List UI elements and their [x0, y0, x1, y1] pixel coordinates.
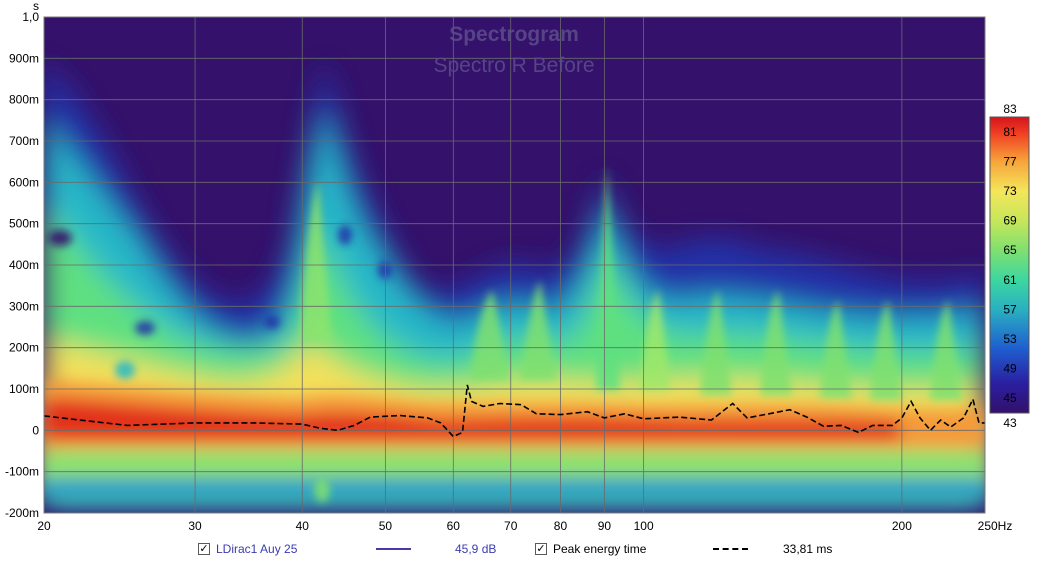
- legend-line-ldirac-icon: [376, 548, 411, 550]
- colorbar-label: 43: [1003, 416, 1017, 430]
- colorbar-label: 49: [1003, 362, 1017, 376]
- legend-value-ldirac: 45,9 dB: [455, 542, 497, 556]
- x-tick-label: 80: [554, 519, 568, 533]
- y-tick-label: 700m: [9, 134, 39, 148]
- checkbox-ldirac[interactable]: ✓: [198, 543, 210, 555]
- y-tick-label: 800m: [9, 93, 39, 107]
- x-tick-label: 40: [296, 519, 310, 533]
- y-tick-label: 100m: [9, 382, 39, 396]
- x-tick-label: 90: [598, 519, 612, 533]
- y-tick-label: -200m: [5, 506, 39, 520]
- x-axis-tick-labels: 20 30 40 50 60 70 80 90 100 200 250Hz: [37, 519, 1012, 533]
- y-tick-label: 400m: [9, 258, 39, 272]
- legend-label-peak: Peak energy time: [553, 542, 647, 556]
- colorbar-label: 81: [1003, 125, 1017, 139]
- x-tick-label: 200: [892, 519, 912, 533]
- x-tick-label: 70: [504, 519, 518, 533]
- colorbar-label: 73: [1003, 184, 1017, 198]
- chart-title: Spectrogram: [449, 23, 579, 46]
- y-tick-label: -100m: [5, 465, 39, 479]
- x-tick-label: 250Hz: [978, 519, 1013, 533]
- legend-item-peak[interactable]: ✓ Peak energy time: [535, 540, 646, 558]
- legend-dashed-line-icon: [713, 548, 748, 550]
- chart-subtitle: Spectro R Before: [433, 54, 594, 77]
- y-tick-label: 200m: [9, 341, 39, 355]
- colorbar-label: 77: [1003, 154, 1017, 168]
- legend-value-peak: 33,81 ms: [783, 542, 833, 556]
- checkbox-peak[interactable]: ✓: [535, 543, 547, 555]
- legend-value-ldirac-wrap: 45,9 dB: [455, 540, 496, 558]
- legend-value-peak-wrap: 33,81 ms: [783, 540, 832, 558]
- x-tick-label: 50: [379, 519, 393, 533]
- legend-label-ldirac: LDirac1 Auy 25: [216, 542, 298, 556]
- colorbar-label: 83: [1003, 102, 1017, 116]
- x-tick-label: 60: [447, 519, 461, 533]
- y-tick-label: 0: [32, 423, 39, 437]
- y-tick-label: 600m: [9, 175, 39, 189]
- y-axis-tick-labels: 1,0 900m 800m 700m 600m 500m 400m 300m 200m 100m 0…: [5, 10, 39, 520]
- x-tick-label: 30: [188, 519, 202, 533]
- grid-lines: [44, 17, 985, 513]
- x-tick-label: 100: [634, 519, 654, 533]
- x-tick-label: 20: [37, 519, 51, 533]
- y-tick-label: 500m: [9, 217, 39, 231]
- colorbar: [989, 116, 1030, 414]
- colorbar-label: 45: [1003, 391, 1017, 405]
- colorbar-label: 57: [1003, 302, 1017, 316]
- colorbar-labels: 83 81 77 73 69 65 61 57 53 49 45 43: [1003, 102, 1017, 430]
- legend-swatch-peak: [713, 540, 748, 558]
- colorbar-label: 69: [1003, 214, 1017, 228]
- y-tick-label: 1,0: [22, 10, 39, 24]
- colorbar-label: 53: [1003, 332, 1017, 346]
- y-axis-unit: s: [33, 0, 39, 13]
- plot-border: [43, 16, 986, 514]
- colorbar-label: 65: [1003, 243, 1017, 257]
- legend-swatch-ldirac: [376, 540, 411, 558]
- legend-item-ldirac[interactable]: ✓ LDirac1 Auy 25: [198, 540, 297, 558]
- colorbar-label: 61: [1003, 273, 1017, 287]
- y-tick-label: 900m: [9, 51, 39, 65]
- y-tick-label: 300m: [9, 299, 39, 313]
- series-line-peak-energy-time: [44, 384, 985, 438]
